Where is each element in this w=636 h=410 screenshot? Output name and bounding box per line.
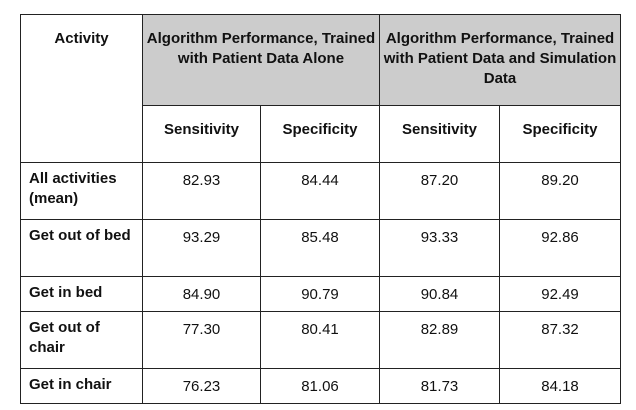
table-cell: 87.32	[498, 311, 622, 369]
performance-table: Activity Algorithm Performance, Trained …	[20, 14, 622, 404]
row-label: Get in bed	[20, 276, 143, 312]
row-label: Get out of bed	[20, 219, 143, 277]
table-cell: 93.33	[379, 219, 500, 277]
row-label: Get out of chair	[20, 311, 143, 369]
table-row: Get out of bed 93.29 85.48 93.33 92.86	[20, 219, 622, 277]
metric-header: Sensitivity	[379, 105, 500, 163]
table-cell: 87.20	[379, 162, 500, 220]
table-cell: 85.48	[260, 219, 380, 277]
table-cell: 89.20	[498, 162, 622, 220]
table-cell: 77.30	[142, 311, 261, 369]
metric-header-row: Sensitivity Specificity Sensitivity Spec…	[21, 105, 622, 163]
row-label: All activities (mean)	[20, 162, 143, 220]
table-cell: 82.89	[379, 311, 500, 369]
table-cell: 90.79	[260, 276, 380, 312]
metric-header: Sensitivity	[142, 105, 261, 163]
table-cell: 76.23	[142, 368, 261, 404]
group-header-patient-only: Algorithm Performance, Trained with Pati…	[142, 14, 380, 106]
table-cell: 81.73	[379, 368, 500, 404]
group-header-row: Activity Algorithm Performance, Trained …	[20, 14, 622, 163]
activity-header: Activity	[20, 14, 143, 163]
row-label: Get in chair	[20, 368, 143, 404]
group-header-patient-and-simulation: Algorithm Performance, Trained with Pati…	[378, 14, 622, 106]
table-row: Get in bed 84.90 90.79 90.84 92.49	[20, 276, 622, 312]
table-cell: 84.44	[260, 162, 380, 220]
table-cell: 81.06	[260, 368, 380, 404]
table-cell: 92.86	[498, 219, 622, 277]
table-row: All activities (mean) 82.93 84.44 87.20 …	[20, 162, 622, 220]
table-cell: 84.90	[142, 276, 261, 312]
table-row: Get in chair 76.23 81.06 81.73 84.18	[20, 368, 622, 404]
metric-header: Specificity	[260, 105, 380, 163]
table-cell: 90.84	[379, 276, 500, 312]
table-cell: 92.49	[498, 276, 622, 312]
metric-header: Specificity	[498, 105, 622, 163]
table-row: Get out of chair 77.30 80.41 82.89 87.32	[20, 311, 622, 369]
table-cell: 84.18	[498, 368, 622, 404]
table-cell: 82.93	[142, 162, 261, 220]
table-cell: 80.41	[260, 311, 380, 369]
table-cell: 93.29	[142, 219, 261, 277]
